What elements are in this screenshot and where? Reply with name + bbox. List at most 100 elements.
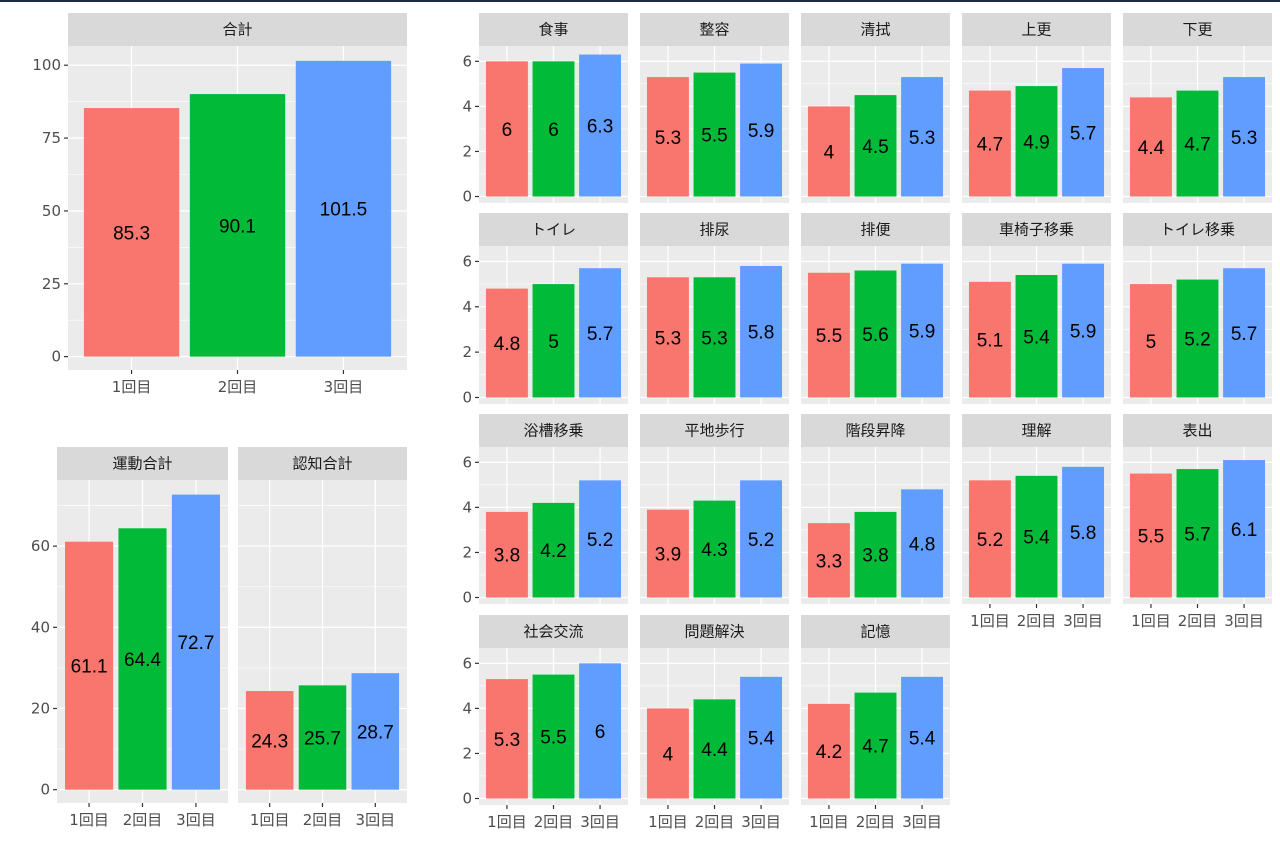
panel-運動合計: 運動合計 0 20 40 60 61.1 1回目 64.4 2回目 72.7 3回目 — [31, 447, 228, 829]
bar-value-label: 5.5 — [540, 728, 566, 749]
bar-value-label: 4 — [663, 744, 674, 765]
panel-排尿: 排尿 5.3 5.3 5.8 — [640, 213, 789, 404]
panel-理解: 理解 5.2 1回目 5.4 2回目 5.8 3回目 — [962, 414, 1111, 630]
x-tick-label: 2回目 — [1017, 612, 1057, 630]
strip-background — [640, 414, 789, 447]
bar-value-label: 28.7 — [357, 722, 394, 743]
strip-background — [801, 615, 950, 648]
strip-title: トイレ — [531, 221, 576, 239]
bar-value-label: 5.8 — [1070, 523, 1096, 544]
strip-title: 平地歩行 — [684, 422, 744, 440]
panel-階段昇降: 階段昇降 3.3 3.8 4.8 — [801, 414, 950, 604]
bar-3回目 — [1062, 263, 1105, 398]
strip-background — [801, 213, 950, 246]
bar-3回目 — [1223, 268, 1266, 398]
strip-title: 上更 — [1021, 21, 1051, 39]
x-tick-label: 1回目 — [648, 813, 688, 831]
panel-トイレ移乗: トイレ移乗 5 5.2 5.7 — [1123, 213, 1272, 404]
y-tick-label: 6 — [462, 252, 472, 270]
bar-1回目 — [807, 703, 850, 799]
x-tick-label: 1回目 — [970, 612, 1010, 630]
bar-1回目 — [485, 61, 528, 197]
strip-background — [640, 213, 789, 246]
strip-background — [238, 447, 407, 480]
bar-2回目 — [1176, 469, 1219, 598]
bar-1回目 — [485, 679, 528, 799]
y-tick-label: 20 — [31, 699, 50, 717]
y-tick-label: 2 — [462, 343, 472, 361]
bar-2回目 — [1015, 275, 1058, 398]
panel-車椅子移乗: 車椅子移乗 5.1 5.4 5.9 — [962, 213, 1111, 404]
bar-value-label: 5.2 — [748, 530, 774, 551]
bar-3回目 — [740, 265, 783, 398]
bar-value-label: 5.4 — [1023, 528, 1050, 549]
strip-title: 合計 — [222, 21, 252, 39]
bar-value-label: 4.8 — [909, 534, 935, 555]
bar-2回目 — [693, 72, 736, 197]
bar-3回目 — [740, 480, 783, 598]
y-tick-label: 50 — [42, 202, 61, 220]
panel-清拭: 清拭 4 4.5 5.3 — [801, 13, 950, 203]
x-tick-label: 2回目 — [695, 813, 735, 831]
x-tick-label: 1回目 — [112, 378, 152, 396]
bar-value-label: 5.5 — [701, 126, 727, 147]
y-tick-label: 0 — [462, 589, 472, 607]
bar-2回目 — [1176, 279, 1219, 398]
bar-value-label: 4.3 — [701, 540, 727, 561]
bar-1回目 — [646, 509, 689, 598]
bar-3回目 — [901, 77, 944, 197]
strip-background — [57, 447, 228, 480]
bar-2回目 — [693, 699, 736, 799]
strip-title: 表出 — [1182, 422, 1212, 440]
bar-1回目 — [807, 523, 850, 598]
y-tick-label: 75 — [42, 129, 61, 147]
bar-value-label: 5.3 — [1231, 128, 1257, 149]
x-tick-label: 2回目 — [303, 811, 343, 829]
x-tick-label: 3回目 — [741, 813, 781, 831]
y-tick-label: 2 — [462, 543, 472, 561]
strip-background — [801, 414, 950, 447]
bar-value-label: 4.9 — [1023, 132, 1049, 153]
panel-平地歩行: 平地歩行 3.9 4.3 5.2 — [640, 414, 789, 604]
y-tick-label: 4 — [462, 699, 472, 717]
bar-value-label: 5.7 — [587, 324, 613, 345]
bar-3回目 — [351, 673, 400, 790]
bar-3回目 — [1062, 68, 1105, 197]
panel-食事: 食事 0 2 4 6 6 6 6.3 — [462, 13, 628, 206]
bar-value-label: 3.8 — [862, 546, 888, 567]
bar-value-label: 4.8 — [494, 334, 520, 355]
bar-2回目 — [1015, 475, 1058, 598]
strip-background — [962, 213, 1111, 246]
bar-value-label: 4.2 — [816, 742, 842, 763]
panel-合計: 合計 0 25 50 75 100 85.3 1回目 90.1 2回目 101.5 3回目 — [32, 13, 407, 396]
strip-background — [962, 414, 1111, 447]
bar-value-label: 5.9 — [909, 322, 935, 343]
bar-1回目 — [1129, 97, 1172, 197]
bar-value-label: 4.5 — [862, 137, 888, 158]
bar-2回目 — [854, 270, 897, 398]
bar-value-label: 5.3 — [655, 128, 681, 149]
bar-value-label: 5.4 — [1023, 327, 1050, 348]
bar-1回目 — [1129, 473, 1172, 598]
y-tick-label: 100 — [32, 56, 61, 74]
bar-value-label: 64.4 — [124, 650, 161, 671]
bar-1回目 — [65, 541, 114, 790]
y-tick-label: 4 — [462, 498, 472, 516]
panel-上更: 上更 4.7 4.9 5.7 — [962, 13, 1111, 203]
bar-value-label: 6 — [502, 120, 513, 141]
bar-3回目 — [901, 676, 944, 799]
bar-value-label: 5.2 — [1184, 330, 1210, 351]
panel-表出: 表出 5.5 1回目 5.7 2回目 6.1 3回目 — [1123, 414, 1272, 630]
y-tick-label: 4 — [462, 97, 472, 115]
bar-value-label: 5.5 — [816, 326, 842, 347]
x-tick-label: 1回目 — [250, 811, 290, 829]
y-tick-label: 0 — [462, 790, 472, 808]
bar-1回目 — [83, 108, 180, 357]
bar-3回目 — [901, 263, 944, 398]
strip-title: 食事 — [538, 21, 568, 39]
bar-1回目 — [245, 691, 294, 790]
strip-background — [1123, 414, 1272, 447]
x-tick-label: 3回目 — [902, 813, 942, 831]
bar-3回目 — [1223, 77, 1266, 197]
